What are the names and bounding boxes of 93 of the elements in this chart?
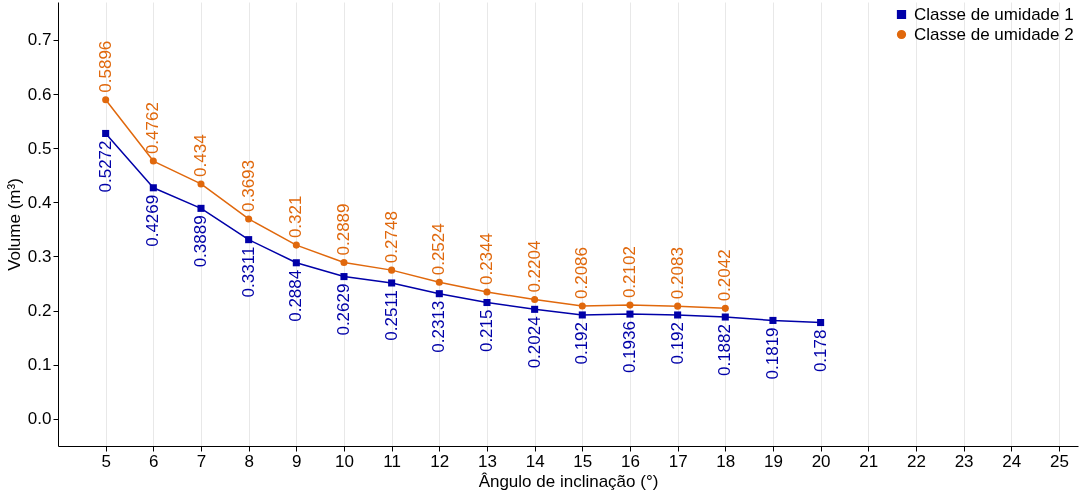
y-tick-label: 0.4 — [27, 192, 52, 212]
point — [340, 273, 348, 281]
x-tick-label: 24 — [1002, 451, 1022, 471]
x-tick-label: 9 — [292, 451, 302, 471]
data-label: 0.178 — [810, 329, 830, 373]
point — [483, 298, 491, 307]
y-axis-title: Volume (m³) — [4, 178, 24, 271]
point — [102, 96, 110, 104]
y-tick-label: 0.0 — [27, 409, 52, 429]
data-label: 0.2889 — [333, 203, 353, 256]
x-tick-label: 25 — [1049, 451, 1069, 471]
data-label: 0.2629 — [333, 283, 353, 336]
point — [483, 288, 491, 296]
point — [245, 236, 253, 244]
point — [531, 296, 539, 304]
data-label: 0.2024 — [524, 316, 544, 369]
data-label: 0.1936 — [619, 321, 639, 374]
legend-label: Classe de umidade 2 — [914, 24, 1074, 44]
y-tick-label: 0.7 — [27, 30, 52, 50]
x-tick-label: 12 — [430, 451, 450, 471]
y-tick-label: 0.5 — [27, 138, 52, 158]
x-tick-label: 22 — [906, 451, 926, 471]
data-label: 0.3889 — [190, 215, 210, 268]
data-label: 0.3311 — [238, 246, 258, 298]
data-label: 0.2511 — [381, 289, 401, 341]
data-label: 0.3693 — [238, 159, 258, 212]
data-label: 0.2102 — [619, 246, 639, 299]
point — [578, 311, 586, 319]
x-tick-label: 7 — [196, 451, 207, 471]
point — [388, 279, 396, 287]
point — [674, 302, 682, 310]
point — [102, 129, 110, 137]
x-tick-label: 8 — [244, 451, 254, 471]
point — [197, 204, 205, 212]
data-label: 0.2204 — [524, 240, 544, 293]
x-tick-label: 21 — [859, 451, 879, 471]
point — [626, 310, 634, 318]
point — [626, 301, 634, 309]
data-label: 0.2524 — [429, 223, 449, 276]
data-label: 0.1882 — [715, 324, 735, 377]
data-label: 0.321 — [286, 195, 306, 239]
y-tick-label: 0.2 — [27, 301, 52, 321]
data-label: 0.192 — [667, 321, 687, 365]
data-label: 0.192 — [572, 321, 592, 365]
data-label: 0.5896 — [95, 40, 115, 93]
x-tick-label: 16 — [621, 451, 640, 471]
point — [149, 157, 157, 165]
x-tick-label: 13 — [478, 451, 497, 471]
x-tick-label: 23 — [954, 451, 974, 471]
x-tick-label: 6 — [149, 451, 159, 471]
point — [578, 302, 586, 310]
x-tick-label: 5 — [101, 451, 111, 471]
y-tick-label: 0.6 — [27, 84, 52, 104]
legend-label: Classe de umidade 1 — [914, 4, 1074, 24]
x-tick-label: 18 — [716, 451, 736, 471]
point — [197, 180, 205, 188]
data-label: 0.215 — [476, 309, 496, 353]
point — [817, 319, 825, 327]
x-tick-label: 11 — [383, 451, 401, 471]
data-label: 0.1819 — [762, 327, 782, 380]
point — [292, 259, 300, 267]
data-label: 0.2748 — [381, 211, 401, 264]
point — [340, 258, 348, 267]
point — [721, 304, 729, 312]
data-label: 0.2083 — [667, 247, 687, 300]
x-tick-label: 15 — [573, 451, 593, 471]
data-label: 0.5272 — [95, 140, 115, 193]
point — [149, 184, 157, 192]
data-label: 0.2086 — [572, 246, 592, 299]
data-label: 0.2884 — [286, 269, 306, 322]
point — [435, 290, 443, 298]
x-axis-title: Ângulo de inclinação (°) — [478, 471, 659, 491]
point — [769, 316, 777, 324]
y-tick-label: 0.1 — [27, 355, 52, 375]
data-label: 0.2042 — [715, 249, 735, 302]
x-tick-label: 19 — [763, 451, 783, 471]
point — [435, 278, 443, 286]
data-label: 0.4269 — [143, 194, 163, 247]
data-label: 0.2313 — [429, 300, 449, 353]
point — [531, 305, 539, 313]
data-label: 0.4762 — [143, 102, 163, 155]
point — [292, 241, 300, 249]
data-label: 0.2344 — [476, 233, 496, 286]
y-tick-label: 0.3 — [27, 246, 52, 266]
point — [388, 266, 396, 274]
point — [674, 311, 682, 319]
point — [721, 313, 729, 321]
data-label: 0.434 — [190, 134, 210, 177]
x-tick-label: 20 — [811, 451, 831, 471]
x-tick-label: 14 — [525, 451, 545, 471]
point — [245, 215, 253, 223]
x-tick-label: 10 — [335, 451, 354, 471]
x-tick-label: 17 — [668, 451, 688, 471]
